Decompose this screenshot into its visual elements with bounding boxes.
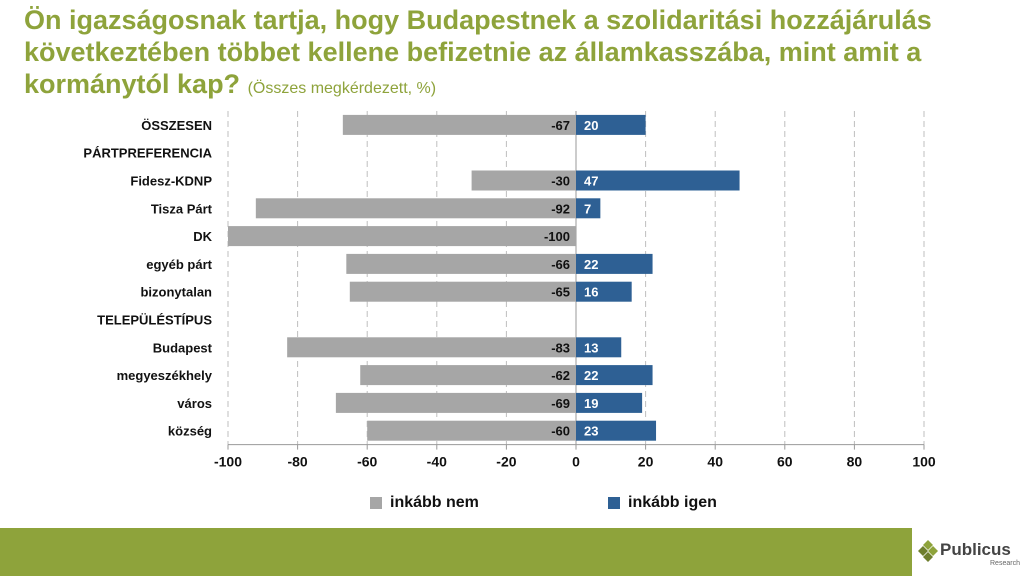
- x-tick-label: 60: [777, 454, 793, 470]
- data-label-inkabb-nem: -100: [544, 229, 570, 244]
- x-tick-label: 100: [912, 454, 936, 470]
- legend-swatch-no: [370, 497, 382, 509]
- bar-inkabb-nem: [342, 114, 576, 135]
- category-label: TELEPÜLÉSTÍPUS: [97, 313, 212, 328]
- bar-inkabb-igen: [576, 198, 601, 219]
- legend-item-no: inkább nem: [370, 494, 479, 512]
- data-label-inkabb-igen: 47: [584, 174, 598, 189]
- bar-chart: -100 -80 -60 -40 -20 0 20 40 60 80 100 ÖSSZESEN -67 2…: [83, 111, 936, 470]
- data-label-inkabb-nem: -83: [551, 340, 570, 355]
- data-label-inkabb-nem: -92: [551, 201, 570, 216]
- data-label-inkabb-igen: 13: [584, 340, 598, 355]
- data-label-inkabb-igen: 22: [584, 257, 598, 272]
- bar-inkabb-nem: [471, 170, 576, 191]
- bar-inkabb-igen: [576, 114, 646, 135]
- x-tick-label: -100: [214, 454, 242, 470]
- chart-subtitle: (Összes megkérdezett, %): [247, 80, 437, 97]
- chart-title: Ön igazságosnak tartja, hogy Budapestnek…: [24, 4, 1014, 105]
- data-label-inkabb-igen: 22: [584, 368, 598, 383]
- bar-inkabb-igen: [576, 365, 653, 386]
- x-tick-label: -20: [496, 454, 516, 470]
- bar-inkabb-igen: [576, 281, 632, 302]
- bar-inkabb-nem: [287, 337, 576, 358]
- x-tick-label: 0: [572, 454, 580, 470]
- bar-inkabb-nem: [228, 226, 576, 247]
- data-label-inkabb-nem: -69: [551, 396, 570, 411]
- data-label-inkabb-igen: 19: [584, 396, 598, 411]
- data-label-inkabb-igen: 23: [584, 424, 598, 439]
- data-label-inkabb-igen: 16: [584, 285, 598, 300]
- x-tick-label: -40: [427, 454, 447, 470]
- bar-inkabb-nem: [367, 420, 576, 441]
- bar-inkabb-igen: [576, 392, 643, 413]
- title-text: Ön igazságosnak tartja, hogy Budapestnek…: [24, 5, 932, 99]
- category-label: DK: [193, 229, 212, 244]
- category-label: község: [168, 424, 212, 439]
- category-label: ÖSSZESEN: [141, 118, 212, 133]
- logo-subtext: Research: [990, 560, 1020, 567]
- logo: Publicus Research: [912, 528, 1024, 576]
- bar-inkabb-nem: [335, 392, 576, 413]
- category-label: Tisza Párt: [151, 201, 213, 216]
- data-label-inkabb-igen: 20: [584, 118, 598, 133]
- category-label: város: [177, 396, 212, 411]
- legend-item-yes: inkább igen: [608, 494, 717, 512]
- bar-inkabb-igen: [576, 420, 657, 441]
- x-tick-label: -60: [357, 454, 377, 470]
- category-label: Fidesz-KDNP: [130, 174, 212, 189]
- data-label-inkabb-nem: -65: [551, 285, 570, 300]
- category-label: Budapest: [153, 340, 213, 355]
- legend-label-yes: inkább igen: [628, 494, 717, 511]
- x-tick-label: 80: [847, 454, 863, 470]
- bar-inkabb-igen: [576, 337, 622, 358]
- x-tick-label: 40: [707, 454, 723, 470]
- legend-swatch-yes: [608, 497, 620, 509]
- bar-inkabb-nem: [346, 253, 576, 274]
- bar-inkabb-nem: [349, 281, 576, 302]
- category-label: bizonytalan: [140, 285, 212, 300]
- data-label-inkabb-nem: -62: [551, 368, 570, 383]
- category-label: egyéb párt: [146, 257, 212, 272]
- data-label-inkabb-nem: -66: [551, 257, 570, 272]
- data-label-inkabb-igen: 7: [584, 201, 591, 216]
- x-tick-label: 20: [638, 454, 654, 470]
- bar-inkabb-igen: [576, 170, 740, 191]
- data-label-inkabb-nem: -60: [551, 424, 570, 439]
- footer-bar: [0, 528, 1024, 576]
- legend-label-no: inkább nem: [390, 494, 479, 511]
- bar-inkabb-igen: [576, 253, 653, 274]
- category-label: PÁRTPREFERENCIA: [83, 146, 212, 161]
- data-label-inkabb-nem: -30: [551, 174, 570, 189]
- bar-inkabb-nem: [360, 365, 576, 386]
- category-label: megyeszékhely: [117, 368, 213, 383]
- logo-name: Publicus: [940, 540, 1011, 559]
- publicus-logo-icon: [918, 540, 938, 562]
- bar-inkabb-nem: [255, 198, 576, 219]
- x-tick-label: -80: [287, 454, 307, 470]
- data-label-inkabb-nem: -67: [551, 118, 570, 133]
